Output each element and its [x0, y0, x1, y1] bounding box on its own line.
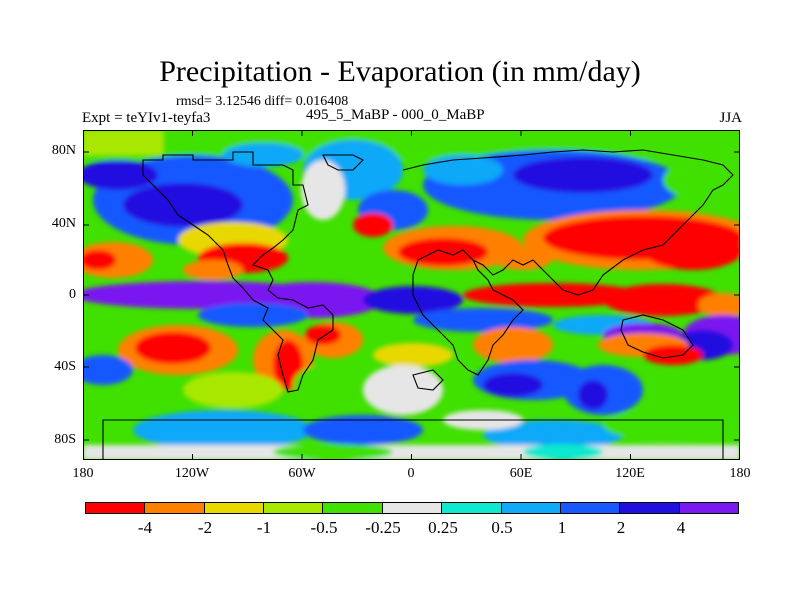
colorbar-label: 1: [557, 518, 567, 537]
colorbar-segment: [382, 503, 443, 513]
y-tick-80s: 80S: [54, 432, 76, 447]
y-tick-80n: 80N: [51, 143, 76, 158]
x-tick-60w: 60W: [288, 466, 316, 481]
x-tick-120w: 120W: [174, 466, 210, 481]
x-tick-60e: 60E: [509, 466, 533, 481]
x-tick-180-right: 180: [729, 466, 751, 481]
map-title: Precipitation - Evaporation (in mm/day): [159, 55, 641, 88]
colorbar-segment: [679, 503, 738, 513]
colorbar-segment: [145, 503, 205, 513]
colorbar-segment: [501, 503, 561, 513]
stats-text: rmsd= 3.12546 diff= 0.016408: [176, 94, 349, 109]
precipitation-map: [83, 130, 740, 460]
colorbar: [85, 502, 739, 514]
colorbar-label: -1: [256, 518, 272, 537]
x-tick-120e: 120E: [615, 466, 645, 481]
colorbar-label: -2: [197, 518, 213, 537]
colorbar-label: 0.5: [491, 518, 513, 537]
y-tick-0: 0: [69, 287, 76, 302]
y-tick-40n: 40N: [51, 216, 76, 231]
experiment-label: Expt = teYIv1-teyfa3: [82, 110, 211, 126]
colorbar-segment: [264, 503, 324, 513]
y-tick-40s: 40S: [54, 359, 76, 374]
colorbar-segment: [204, 503, 265, 513]
colorbar-label: -4: [137, 518, 153, 537]
colorbar-segment: [442, 503, 502, 513]
period-label: 495_5_MaBP - 000_0_MaBP: [306, 107, 485, 123]
colorbar-label: -0.25: [365, 518, 401, 537]
colorbar-segment: [86, 503, 146, 513]
colorbar-segment: [560, 503, 621, 513]
colorbar-segment: [620, 503, 680, 513]
colorbar-label: 2: [616, 518, 626, 537]
x-tick-0: 0: [407, 466, 415, 481]
colorbar-segment: [323, 503, 383, 513]
colorbar-label: 0.25: [428, 518, 458, 537]
colorbar-label: 4: [676, 518, 686, 537]
season-label: JJA: [719, 110, 742, 126]
x-tick-180-left: 180: [72, 466, 94, 481]
colorbar-label: -0.5: [310, 518, 338, 537]
